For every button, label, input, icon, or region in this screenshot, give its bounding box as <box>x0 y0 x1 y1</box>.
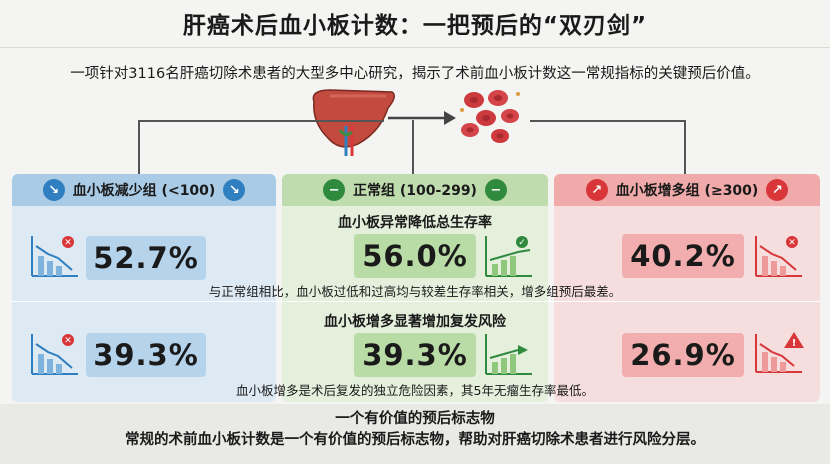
low-recurrence-free-value: 39.3% <box>86 333 206 377</box>
rising-chart-icon: ✓ <box>485 236 532 277</box>
footer-panel <box>0 404 830 464</box>
minus-icon: − <box>484 179 507 201</box>
row-divider <box>12 301 820 302</box>
row1-note: 与正常组相比，血小板过低和过高均与较差生存率相关，增多组预后最差。 <box>208 284 622 299</box>
svg-text:!: ! <box>792 338 797 349</box>
footer-text: 常规的术前血小板计数是一个有价值的预后标志物，帮助对肝癌切除术患者进行风险分层。 <box>125 432 705 448</box>
svg-text:✓: ✓ <box>518 238 526 248</box>
normal-recurrence-free-value: 39.3% <box>354 333 476 377</box>
svg-text:✕: ✕ <box>64 238 72 248</box>
group-label-normal: 正常组 (100-299) <box>353 183 477 199</box>
svg-text:✕: ✕ <box>788 238 796 248</box>
connector-right <box>530 120 686 122</box>
trend-up-icon: ↗ <box>766 179 789 201</box>
connector-left <box>138 120 384 122</box>
svg-text:✕: ✕ <box>64 336 72 346</box>
connector-left-drop <box>138 120 140 174</box>
group-label-low: 血小板减少组 (<100) <box>72 183 216 199</box>
trend-down-icon: ↘ <box>42 179 65 201</box>
row2-note: 血小板增多是术后复发的独立危险因素，其5年无瘤生存率最低。 <box>236 383 594 398</box>
trend-down-icon: ↘ <box>223 179 246 201</box>
header-low-group: ↘ 血小板减少组 (<100) ↘ <box>12 174 276 206</box>
high-recurrence-free-value: 26.9% <box>622 333 744 377</box>
declining-chart-icon: ✕ <box>31 236 78 277</box>
page-subtitle: 一项针对3116名肝癌切除术患者的大型多中心研究，揭示了术前血小板计数这一常规指… <box>70 66 760 82</box>
connector-center-drop <box>412 120 414 174</box>
declining-chart-icon: ✕ <box>31 334 78 375</box>
row2-title: 血小板增多显著增加复发风险 <box>324 314 506 330</box>
header-high-group: ↗ 血小板增多组 (≥300) ↗ <box>554 174 820 206</box>
page-title: 肝癌术后血小板计数：一把预后的“双刃剑” <box>182 13 648 39</box>
row1-title: 血小板异常降低总生存率 <box>338 215 492 231</box>
high-overall-survival-value: 40.2% <box>622 234 744 278</box>
warning-icon: ! <box>755 332 804 373</box>
header-normal-group: − 正常组 (100-299) − <box>282 174 548 206</box>
group-label-high: 血小板增多组 (≥300) <box>615 183 759 199</box>
header-divider <box>0 47 830 48</box>
connector-right-drop <box>684 120 686 174</box>
normal-overall-survival-value: 56.0% <box>354 234 476 278</box>
low-overall-survival-value: 52.7% <box>86 236 206 280</box>
liver-icon <box>312 89 395 156</box>
declining-chart-icon: ✕ <box>755 236 802 277</box>
rising-chart-icon <box>485 334 532 375</box>
arrow-right-icon <box>388 111 456 125</box>
blood-cells-icon <box>460 90 520 143</box>
minus-icon: − <box>323 179 346 201</box>
trend-up-icon: ↗ <box>585 179 608 201</box>
footer-heading: 一个有价值的预后标志物 <box>335 411 495 427</box>
